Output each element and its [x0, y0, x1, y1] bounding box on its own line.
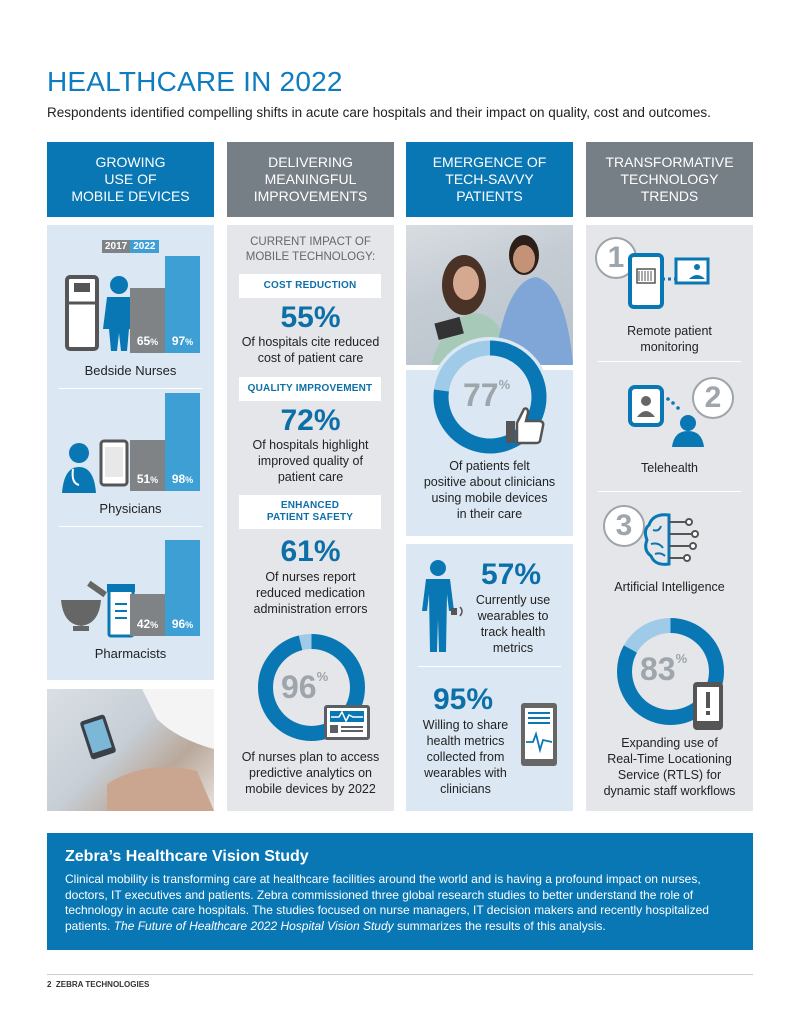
bar-2017-label: 42% — [136, 617, 159, 631]
person-wearable-icon — [422, 560, 463, 652]
donut-77: 77% — [430, 337, 550, 457]
impact-intro: CURRENT IMPACT OF MOBILE TECHNOLOGY: — [245, 236, 376, 263]
study-name: The Future of Healthcare 2022 Hospital V… — [113, 918, 394, 933]
bar-2017-label: 65% — [136, 334, 159, 348]
impact-text: Of hospitals highlight improved quality … — [252, 438, 369, 484]
donut-96-chart — [258, 634, 365, 741]
trend-1-label: Remote patient monitoring — [627, 324, 712, 354]
footer-rule — [47, 974, 753, 975]
impact-text: Of nurses report reduced medication admi… — [253, 570, 368, 616]
bar-2022-label: 96% — [171, 617, 194, 631]
donut-77-value: 77 — [463, 377, 499, 413]
group-label: Physicians — [99, 501, 162, 516]
device-group-bedside-nurses: 65% 97% Bedside Nurses — [47, 225, 214, 389]
wearables-text: Currently use wearables to track health … — [475, 593, 551, 655]
wearables-panel: 57% Currently use wearables to track hea… — [406, 544, 573, 811]
chart-legend: 2017 2022 — [102, 236, 159, 254]
bar-2022: 96% — [165, 540, 200, 636]
bar-2022: 97% — [165, 256, 200, 353]
impact-tag: ENHANCED PATIENT SAFETY — [239, 495, 381, 529]
donut-83-chart — [617, 618, 724, 725]
group-label: Pharmacists — [94, 646, 167, 661]
donut-96-text: Of nurses plan to access predictive anal… — [241, 750, 380, 796]
company-name: ZEBRA TECHNOLOGIES — [55, 980, 150, 989]
bar-2017: 51% — [130, 440, 165, 491]
physician-icon — [59, 435, 139, 500]
pharmacy-icon — [59, 580, 139, 645]
alert-device-icon — [693, 682, 723, 730]
donut-83-text: Expanding use of Real-Time Locationing S… — [603, 736, 736, 798]
study-box: Zebra’s Healthcare Vision Study Clinical… — [47, 833, 753, 950]
impact-text: Of hospitals cite reduced cost of patien… — [241, 335, 380, 365]
doctor-tablet-photo — [47, 689, 214, 811]
share-value: 95% — [433, 683, 494, 716]
divider — [598, 361, 741, 362]
donut-83: 83% — [615, 616, 726, 727]
impact-value: 61% — [280, 535, 341, 568]
column-heading-patients: EMERGENCE OF TECH-SAVVY PATIENTS — [406, 142, 573, 217]
nurse-bed-icon — [59, 263, 139, 358]
impact-tag: QUALITY IMPROVEMENT — [239, 377, 381, 401]
donut-83-pct: % — [675, 651, 688, 666]
bar-2022-label: 98% — [171, 472, 194, 486]
remote-monitoring-icon — [628, 253, 710, 309]
donut-77-text: Of patients felt positive about clinicia… — [423, 459, 556, 521]
study-title: Zebra’s Healthcare Vision Study — [65, 848, 309, 865]
impact-value: 72% — [280, 404, 341, 437]
share-text: Willing to share health metrics collecte… — [422, 718, 509, 796]
bar-2017: 65% — [130, 288, 165, 353]
donut-96-pct: % — [316, 669, 329, 684]
page-number: 2 — [47, 980, 52, 989]
divider — [598, 491, 741, 492]
page-footer: 2 ZEBRA TECHNOLOGIES — [47, 980, 149, 989]
health-metrics-phone-icon — [521, 703, 557, 766]
ai-brain-icon — [643, 513, 699, 566]
trend-3-number: 3 — [603, 505, 645, 547]
impact-tag: COST REDUCTION — [239, 274, 381, 298]
divider — [59, 526, 202, 527]
page-title: HEALTHCARE IN 2022 — [47, 66, 343, 97]
page-subtitle: Respondents identified compelling shifts… — [47, 105, 711, 120]
telehealth-icon — [628, 385, 704, 447]
thumbs-up-icon — [506, 407, 545, 445]
donut-96: 96% — [256, 632, 367, 743]
donut-96-value: 96 — [281, 669, 317, 705]
trend-3-label: Artificial Intelligence — [614, 580, 725, 594]
donut-83-value: 83 — [640, 651, 676, 687]
group-label: Bedside Nurses — [84, 363, 177, 378]
trend-2-number: 2 — [692, 377, 734, 419]
bar-2017-label: 51% — [136, 472, 159, 486]
divider — [59, 388, 202, 389]
study-body-text: Clinical mobility is transforming care a… — [65, 872, 709, 933]
column-heading-trends: TRANSFORMATIVE TECHNOLOGY TRENDS — [586, 142, 753, 217]
trends-panel: 1 Remote patient monitoring 2 Telehealth… — [586, 225, 753, 811]
divider — [418, 666, 561, 667]
legend-2022: 2022 — [130, 240, 159, 253]
wearables-value: 57% — [481, 558, 542, 591]
bar-2017: 42% — [130, 594, 165, 636]
bar-2022: 98% — [165, 393, 200, 491]
study-body: Clinical mobility is transforming care a… — [65, 872, 735, 934]
bar-2022-label: 97% — [171, 334, 194, 348]
legend-2017: 2017 — [102, 240, 131, 253]
trend-2-label: Telehealth — [641, 461, 698, 475]
device-group-physicians: 51% 98% Physicians — [47, 370, 214, 527]
mobile-devices-panel: 2017 2022 65% 97% Bedside Nurses 51% 98% Physi… — [47, 225, 214, 680]
impact-value: 55% — [280, 301, 341, 334]
improvements-panel: CURRENT IMPACT OF MOBILE TECHNOLOGY: COS… — [227, 225, 394, 811]
study-body-end: summarizes the results of this analysis. — [393, 918, 606, 933]
column-heading-mobile: GROWING USE OF MOBILE DEVICES — [47, 142, 214, 217]
column-heading-improvements: DELIVERING MEANINGFUL IMPROVEMENTS — [227, 142, 394, 217]
donut-77-pct: % — [498, 377, 511, 392]
device-group-pharmacists: 42% 96% Pharmacists — [47, 515, 214, 661]
analytics-tablet-icon — [324, 705, 370, 740]
